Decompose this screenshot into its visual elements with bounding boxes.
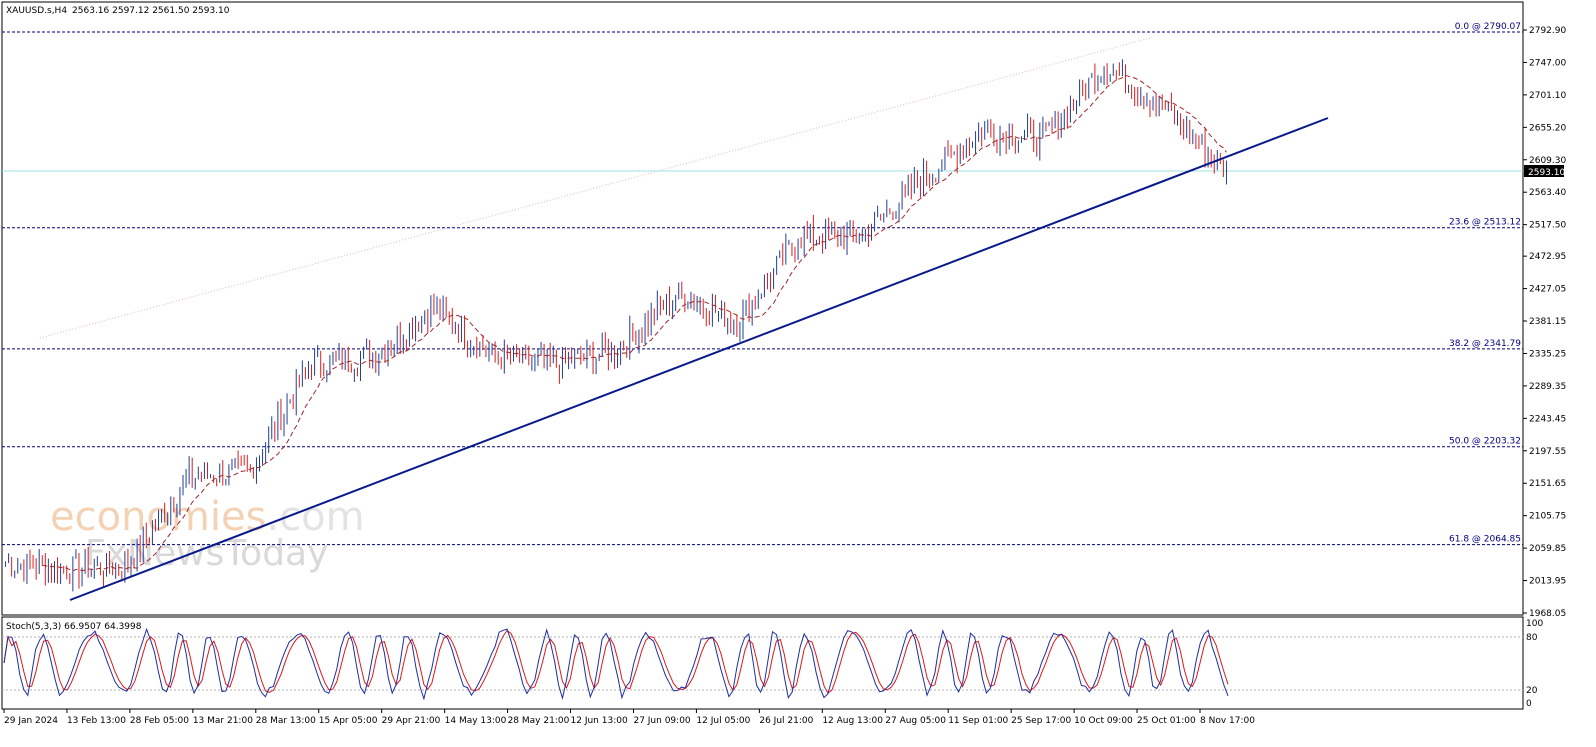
fib-label: 50.0 @ 2203.32 <box>1449 437 1521 447</box>
price-tick-label: 2701.10 <box>1529 91 1566 101</box>
price-tick-label: 2472.95 <box>1529 252 1566 262</box>
current-price-value: 2593.10 <box>1528 168 1565 178</box>
main-plot-frame <box>1 1 1524 616</box>
price-tick-label: 2335.25 <box>1529 349 1566 359</box>
trendline <box>69 117 1329 601</box>
price-tick-label: 2609.30 <box>1529 156 1566 166</box>
price-tick-label: 2197.55 <box>1529 447 1566 457</box>
price-tick-label: 2243.45 <box>1529 414 1566 424</box>
time-tick-label: 27 Aug 05:00 <box>885 716 946 726</box>
stoch-level-label: 0 <box>1526 699 1532 709</box>
time-tick-label: 29 Apr 21:00 <box>382 716 441 726</box>
price-tick-label: 2059.85 <box>1529 544 1566 554</box>
time-tick-label: 13 Feb 13:00 <box>67 716 126 726</box>
time-tick-label: 8 Nov 17:00 <box>1200 716 1255 726</box>
price-tick-label: 2151.65 <box>1529 479 1566 489</box>
time-tick-label: 12 Jul 05:00 <box>696 716 750 726</box>
time-tick-label: 12 Jun 13:00 <box>571 716 628 726</box>
time-tick-label: 26 Jul 21:00 <box>759 716 813 726</box>
time-tick-label: 28 May 21:00 <box>508 716 570 726</box>
symbol-label: XAUUSD.s,H4 <box>6 6 67 16</box>
fib-label: 0.0 @ 2790.07 <box>1455 22 1521 32</box>
time-tick-label: 25 Sep 17:00 <box>1011 716 1071 726</box>
price-axis: 2792.90 2747.00 2701.10 2655.20 2609.30 2563.… <box>1523 26 1566 619</box>
stoch-main-line <box>3 627 1229 701</box>
time-tick-label: 29 Jan 2024 <box>4 716 58 726</box>
stoch-level-label: 100 <box>1526 619 1543 629</box>
price-tick-label: 2517.50 <box>1529 221 1566 231</box>
fib-label: 61.8 @ 2064.85 <box>1449 535 1521 545</box>
fib-label: 23.6 @ 2513.12 <box>1449 218 1521 228</box>
time-tick-label: 10 Oct 09:00 <box>1074 716 1133 726</box>
price-tick-label: 2427.05 <box>1529 285 1566 295</box>
stoch-plot-frame <box>1 616 1524 710</box>
current-price-tag <box>1524 165 1564 177</box>
watermark: economies.com FxNewsToday <box>50 494 365 574</box>
time-tick-label: 15 Apr 05:00 <box>319 716 378 726</box>
time-tick-label: 28 Mar 13:00 <box>256 716 316 726</box>
fib-label: 38.2 @ 2341.79 <box>1449 339 1521 349</box>
price-tick-label: 2747.00 <box>1529 58 1566 68</box>
stoch-title: Stoch(5,3,3) 66.9507 64.3998 <box>6 622 142 632</box>
stoch-axis: 100 80 20 0 <box>1526 619 1543 709</box>
fibonacci-levels: 0.0 @ 2790.07 23.6 @ 2513.12 38.2 @ 2341.7… <box>2 22 1523 546</box>
price-tick-label: 2289.35 <box>1529 382 1566 392</box>
price-tick-label: 1968.05 <box>1529 609 1566 619</box>
time-tick-label: 13 Mar 21:00 <box>193 716 253 726</box>
price-tick-label: 2013.95 <box>1529 577 1566 587</box>
watermark-brand2: FxNewsToday <box>85 533 328 574</box>
time-tick-label: 27 Jun 09:00 <box>633 716 690 726</box>
time-tick-label: 25 Oct 01:00 <box>1137 716 1196 726</box>
time-tick-label: 14 May 13:00 <box>445 716 507 726</box>
time-tick-label: 12 Aug 13:00 <box>822 716 883 726</box>
ohlc-values: 2563.16 2597.12 2561.50 2593.10 <box>72 6 230 16</box>
price-tick-label: 2792.90 <box>1529 26 1566 36</box>
time-axis: 29 Jan 2024 13 Feb 13:00 28 Feb 05:00 13 Ma… <box>3 709 1255 726</box>
price-tick-label: 2563.40 <box>1529 188 1566 198</box>
price-tick-label: 2105.75 <box>1529 512 1566 522</box>
time-tick-label: 28 Feb 05:00 <box>130 716 189 726</box>
time-tick-label: 11 Sep 01:00 <box>948 716 1008 726</box>
stoch-signal-line <box>3 629 1229 694</box>
price-tick-label: 2655.20 <box>1529 123 1566 133</box>
price-tick-label: 2381.15 <box>1529 317 1566 327</box>
watermark-brand-suffix: .com <box>266 494 364 540</box>
stoch-level-label: 80 <box>1526 633 1538 643</box>
stoch-level-label: 20 <box>1526 686 1538 696</box>
